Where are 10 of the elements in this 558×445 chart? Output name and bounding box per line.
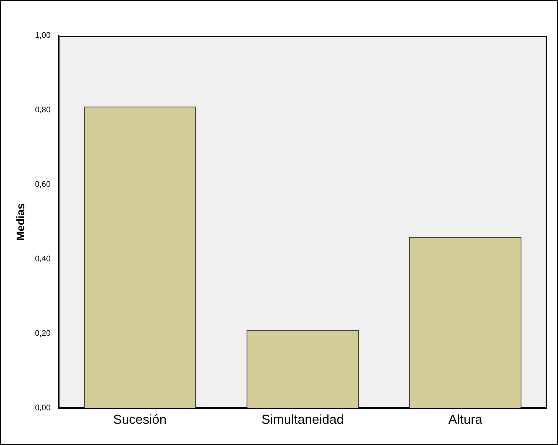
y-axis-title: Medias xyxy=(16,204,28,241)
y-tick-label: 0,80 xyxy=(35,106,52,115)
y-tick-label: 1,00 xyxy=(35,31,52,40)
y-tick-label: 0,60 xyxy=(35,180,52,190)
x-tick-label: Simultaneidad xyxy=(262,412,344,427)
y-tick-label: 0,40 xyxy=(35,254,52,264)
y-tick-label: 0,00 xyxy=(35,404,52,413)
x-tick-label: Altura xyxy=(448,412,484,427)
y-tick-label: 0,20 xyxy=(35,329,52,338)
x-tick-label: Sucesión xyxy=(113,412,167,427)
